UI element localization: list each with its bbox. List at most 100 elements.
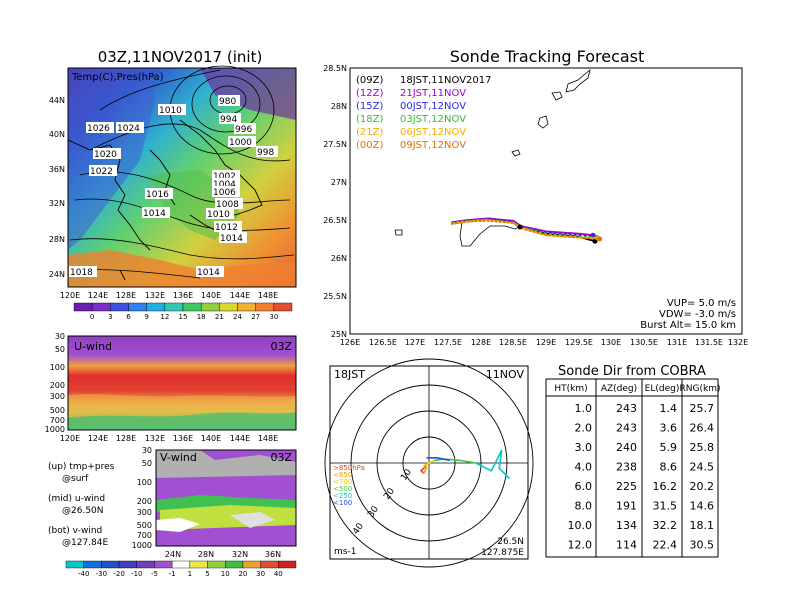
table-cell: 4.0 [575,461,593,474]
svg-text:36N: 36N [265,550,281,559]
svg-text:1024: 1024 [117,124,140,134]
svg-text:131E: 131E [667,338,687,347]
svg-text:144E: 144E [230,434,250,443]
temp-cbar-bin [110,302,129,312]
temp-cbar-ticks: 0 3 6 9 12 15 18 21 24 27 30 [90,313,278,321]
svg-text:(bot) v-wind: (bot) v-wind [48,526,102,536]
table-cell: 243 [616,422,637,435]
wind-cbar-bin [189,560,208,569]
table-cell: 32.2 [653,519,678,532]
svg-text:120E: 120E [60,434,80,443]
vdw-text: VDW= -3.0 m/s [659,309,736,320]
launch-site [517,224,523,230]
svg-text:(mid) u-wind: (mid) u-wind [48,494,105,504]
svg-text:28N: 28N [49,235,65,244]
svg-text:126E: 126E [340,338,360,347]
wind-cbar-tick: 30 [256,570,265,578]
wind-cbar-tick: -10 [131,570,142,578]
svg-text:@26.50N: @26.50N [62,506,104,516]
svg-text:136E: 136E [173,291,193,300]
svg-text:<250: <250 [333,492,352,500]
svg-text:126.5E: 126.5E [369,338,397,347]
track-params: VUP= 5.0 m/s VDW= -3.0 m/s Burst Alt= 15… [640,298,736,331]
v-wind-title: V-wind [160,451,197,464]
svg-text:1014: 1014 [220,234,243,244]
legend-code-18z: (18Z) [356,114,383,125]
svg-text:>850hPa: >850hPa [333,464,365,472]
track-map [349,67,743,335]
svg-text:1010: 1010 [207,210,230,220]
svg-text:44N: 44N [49,96,65,105]
svg-text:36N: 36N [49,165,65,174]
temp-cbar-tick: 0 [90,313,94,321]
table-cell: 16.2 [653,480,678,493]
map-lat-ticks: 44N 40N 36N 32N 28N 24N [49,96,65,279]
wind-cbar-tick: 1 [188,570,192,578]
svg-text:24N: 24N [165,550,181,559]
svg-text:1000: 1000 [45,425,65,434]
table-cell: 3.6 [660,422,678,435]
svg-text:130E: 130E [601,338,621,347]
wind-cbar-tick: -30 [96,570,107,578]
svg-text:998: 998 [257,148,274,158]
temp-cbar-bin [219,302,238,312]
svg-text:148E: 148E [258,291,278,300]
svg-text:30: 30 [55,332,65,341]
table-cell: 6.0 [575,480,593,493]
svg-text:1022: 1022 [90,167,113,177]
wind-cbar-bin [118,560,137,569]
table-cell: 25.8 [690,441,715,454]
panel-legend: (up) tmp+pres @surf (mid) u-wind @26.50N… [48,462,115,548]
svg-text:1004: 1004 [213,180,236,190]
svg-text:27N: 27N [331,178,347,187]
svg-text:127E: 127E [405,338,425,347]
vup-text: VUP= 5.0 m/s [667,298,736,309]
temp-cbar-tick: 24 [233,313,242,321]
table-cell: 240 [616,441,637,454]
temp-cbar-tick: 30 [269,313,278,321]
wind-cbar-bin [136,560,155,569]
table-cell: 2.0 [575,422,593,435]
svg-text:136E: 136E [173,434,193,443]
legend-code-21z: (21Z) [356,127,383,138]
svg-text:144E: 144E [230,291,250,300]
wind-cbar-tick: 40 [274,570,283,578]
temp-cbar-tick: 15 [179,313,188,321]
wind-cbar-tick: -20 [113,570,124,578]
svg-text:128.5E: 128.5E [499,338,527,347]
legend-label-15z: 00JST,12NOV [400,101,466,112]
svg-text:1000: 1000 [229,138,252,148]
table-cell: 18.1 [690,519,715,532]
svg-text:1014: 1014 [143,209,166,219]
svg-text:50: 50 [55,345,65,354]
svg-text:32N: 32N [49,199,65,208]
hodograph: 10 20 30 40 18JST 11NOV >850hPa <850 <70… [324,358,534,568]
svg-text:EL(deg): EL(deg) [645,384,680,394]
u-xticks: 120E 124E 128E 132E 136E 140E 144E 148E [60,434,278,443]
sonde-table: Sonde Dir from COBRA HT(km) AZ(deg) EL(d… [545,364,720,558]
svg-text:132E: 132E [728,338,748,347]
svg-text:28N: 28N [198,550,214,559]
legend-label-00z: 09JST,12NOV [400,140,466,151]
table-cell: 20.2 [690,480,715,493]
svg-text:HT(km): HT(km) [554,384,587,394]
svg-text:700: 700 [137,531,152,540]
table-cell: 225 [616,480,637,493]
temp-cbar-bin [91,302,111,312]
svg-text:1018: 1018 [70,268,93,278]
svg-text:129E: 129E [536,338,556,347]
svg-text:1012: 1012 [215,223,238,233]
u-yticks: 30 50 100 200 300 500 700 1000 [45,332,65,434]
svg-text:1006: 1006 [213,188,236,198]
svg-text:131.5E: 131.5E [695,338,723,347]
svg-text:<850: <850 [333,471,352,479]
svg-text:1002: 1002 [213,172,236,182]
temp-cbar-bin [273,302,293,312]
wind-cbar-tick: 20 [238,570,247,578]
table-cell: 12.0 [568,539,593,552]
table-cell: 3.0 [575,441,593,454]
table-cell: 1.0 [575,402,593,415]
table-cell: 8.0 [575,500,593,513]
wind-colorbar [65,560,297,569]
